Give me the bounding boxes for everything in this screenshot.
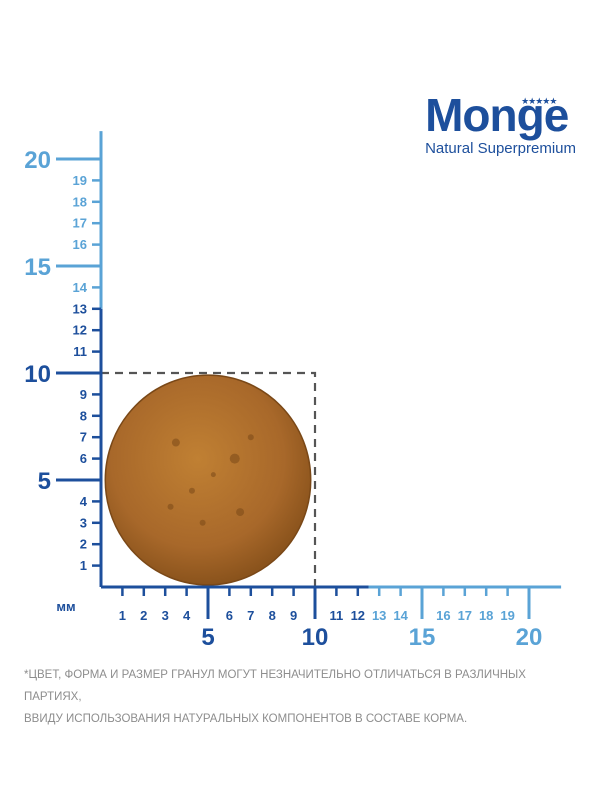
y-tick-label: 7 — [80, 430, 87, 445]
y-major-label: 15 — [24, 254, 51, 281]
kibble-speckle — [199, 519, 206, 526]
x-major-label: 10 — [302, 624, 329, 651]
y-tick-label: 9 — [80, 387, 87, 402]
kibble-pellet — [104, 374, 312, 586]
y-tick-label: 18 — [73, 194, 87, 209]
x-major-label: 5 — [201, 624, 214, 651]
y-tick-label: 12 — [73, 323, 87, 338]
kibble-speckle — [167, 503, 174, 510]
logo-stars-icon: ★★★★★ — [521, 96, 557, 106]
y-tick-label: 1 — [80, 558, 87, 573]
y-tick-label: 16 — [73, 237, 87, 252]
x-major-label: 20 — [516, 624, 543, 651]
kibble-speckle — [188, 487, 195, 494]
kibble-layer — [104, 374, 312, 586]
unit-label: мм — [56, 599, 75, 614]
x-tick-label: 19 — [500, 608, 514, 623]
x-tick-label: 3 — [162, 608, 169, 623]
x-tick-label: 17 — [458, 608, 472, 623]
x-tick-label: 16 — [436, 608, 450, 623]
disclaimer-line-2: ВВИДУ ИСПОЛЬЗОВАНИЯ НАТУРАЛЬНЫХ КОМПОНЕН… — [24, 713, 468, 725]
brand-tagline: Natural Superpremium — [425, 140, 576, 157]
y-tick-label: 3 — [80, 515, 87, 530]
y-major-label: 20 — [24, 147, 51, 174]
kibble-speckle — [247, 434, 254, 441]
brand-block: Monge ★★★★★ Natural Superpremium — [425, 92, 576, 157]
x-tick-label: 4 — [183, 608, 191, 623]
y-tick-label: 19 — [73, 173, 87, 188]
y-tick-label: 11 — [73, 344, 87, 359]
kibble-speckle — [210, 472, 216, 478]
disclaimer: *ЦВЕТ, ФОРМА И РАЗМЕР ГРАНУЛ МОГУТ НЕЗНА… — [24, 664, 584, 730]
x-tick-label: 18 — [479, 608, 493, 623]
x-tick-label: 2 — [140, 608, 147, 623]
x-tick-label: 12 — [351, 608, 365, 623]
kibble-speckle — [229, 453, 240, 464]
y-major-label: 10 — [24, 361, 51, 388]
y-tick-label: 13 — [73, 301, 87, 316]
y-tick-label: 6 — [80, 451, 87, 466]
x-tick-label: 11 — [330, 608, 344, 623]
x-tick-label: 6 — [226, 608, 233, 623]
kibble-speckle — [171, 438, 180, 447]
x-tick-label: 1 — [119, 608, 126, 623]
y-tick-label: 4 — [80, 494, 88, 509]
x-tick-label: 13 — [372, 608, 386, 623]
kibble-speckle — [236, 508, 245, 517]
x-tick-label: 7 — [247, 608, 254, 623]
y-tick-label: 2 — [80, 537, 87, 552]
y-major-label: 5 — [38, 468, 51, 495]
y-tick-label: 14 — [73, 280, 88, 295]
y-tick-label: 17 — [73, 216, 87, 231]
size-frame-dashed — [101, 371, 317, 587]
y-tick-label: 8 — [80, 408, 87, 423]
disclaimer-line-1: *ЦВЕТ, ФОРМА И РАЗМЕР ГРАНУЛ МОГУТ НЕЗНА… — [24, 669, 526, 703]
x-tick-label: 14 — [393, 608, 408, 623]
x-tick-label: 8 — [269, 608, 276, 623]
x-tick-label: 9 — [290, 608, 297, 623]
brand-logo: Monge — [425, 89, 569, 141]
x-major-label: 15 — [409, 624, 436, 651]
